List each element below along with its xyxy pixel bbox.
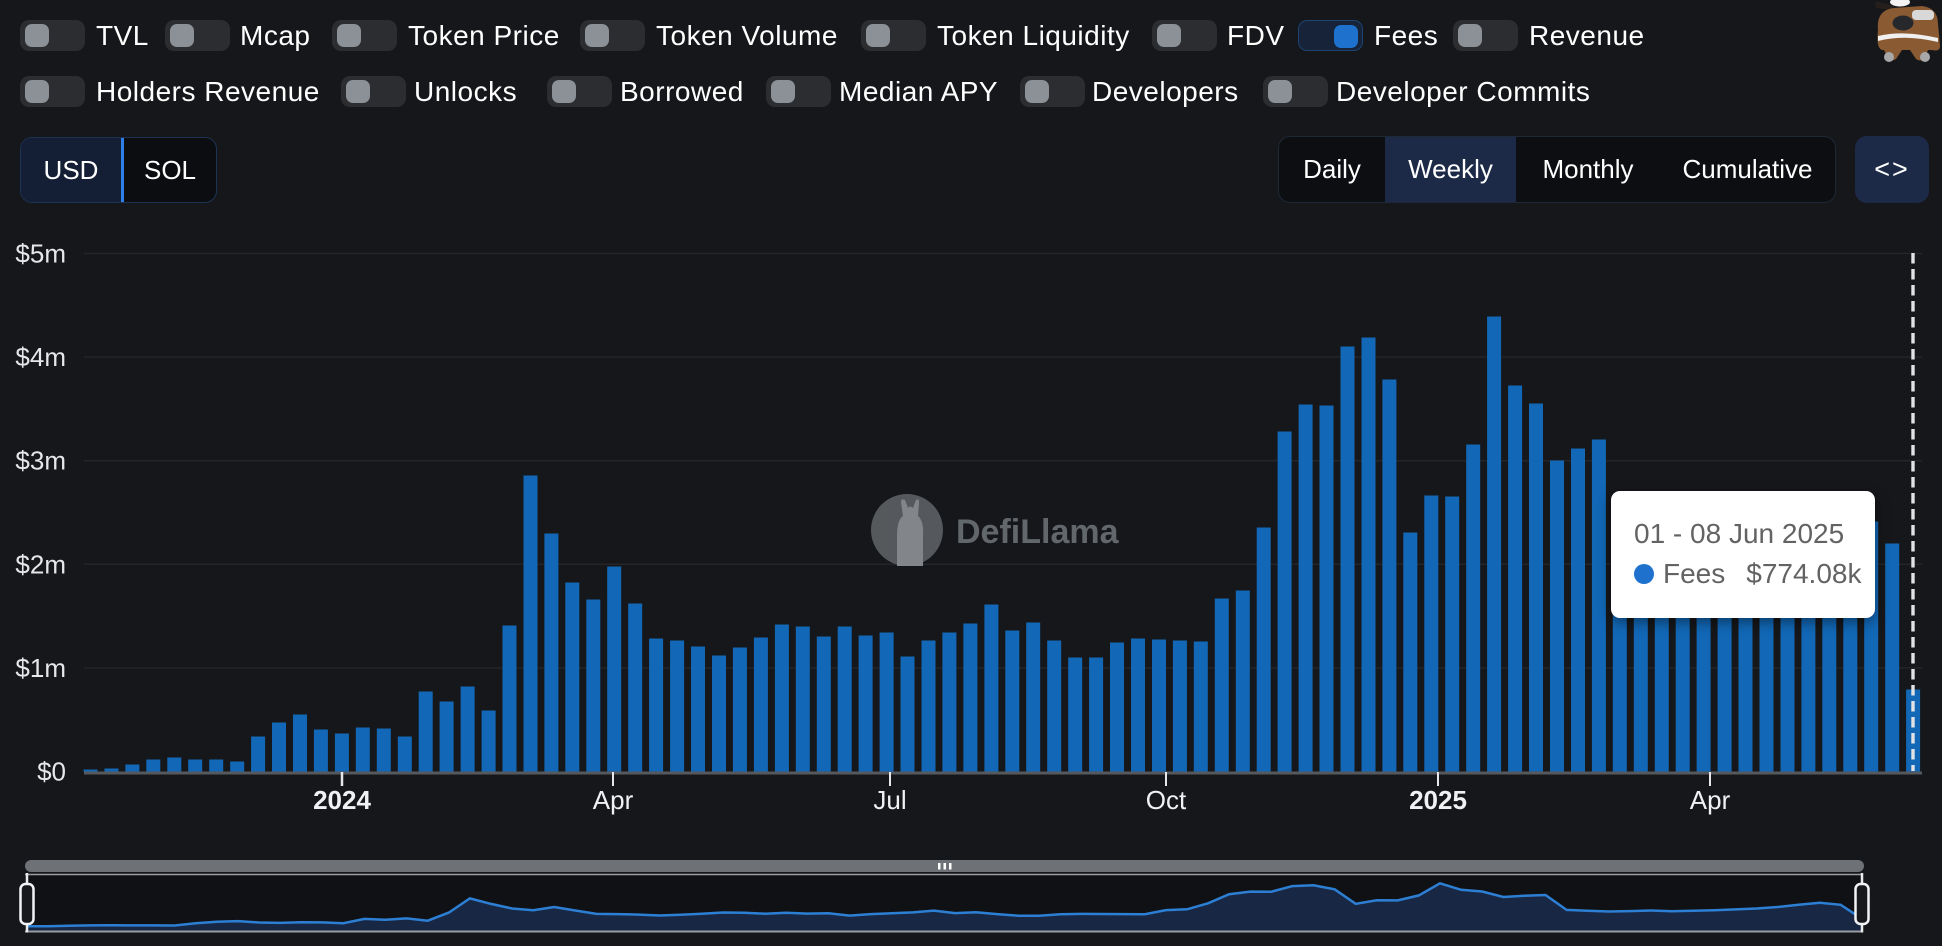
svg-text:Apr: Apr [1690, 785, 1731, 815]
svg-text:2024: 2024 [313, 785, 371, 815]
svg-text:$1m: $1m [15, 653, 66, 683]
svg-text:Apr: Apr [593, 785, 634, 815]
svg-text:$4m: $4m [15, 342, 66, 372]
svg-text:$0: $0 [37, 757, 66, 787]
svg-text:Jul: Jul [873, 785, 906, 815]
svg-text:2025: 2025 [1409, 785, 1467, 815]
svg-text:$2m: $2m [15, 549, 66, 579]
svg-text:Oct: Oct [1146, 785, 1187, 815]
svg-text:$3m: $3m [15, 446, 66, 476]
svg-text:DefiLlama: DefiLlama [956, 513, 1120, 551]
svg-text:$5m: $5m [15, 239, 66, 269]
